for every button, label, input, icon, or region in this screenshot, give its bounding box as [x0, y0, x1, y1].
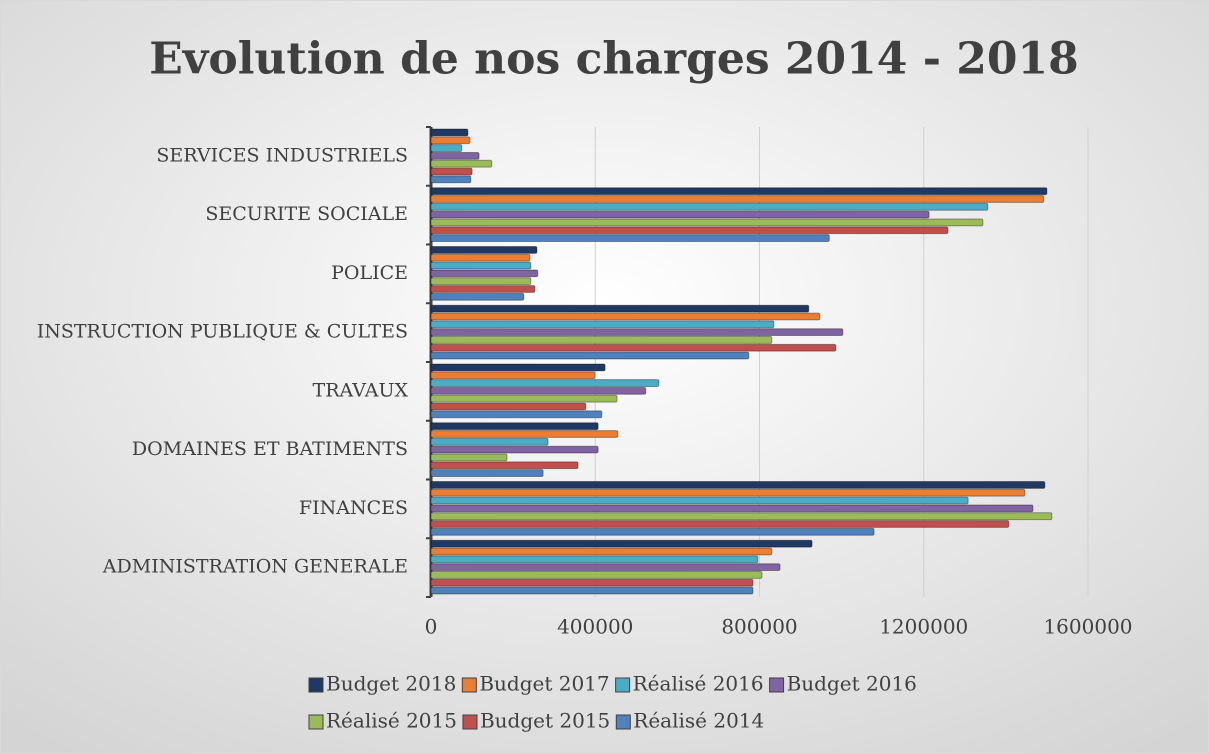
legend-label: Budget 2015 [480, 709, 610, 733]
bar [430, 371, 596, 380]
y-tick-label: SECURITE SOCIALE [205, 203, 408, 225]
y-tick-label: TRAVAUX [313, 379, 409, 401]
y-tick-label: DOMAINES ET BATIMENTS [132, 438, 408, 460]
bar [430, 351, 750, 360]
bar [430, 430, 619, 438]
bar [430, 422, 599, 431]
bar [430, 520, 1010, 528]
bar [430, 402, 587, 411]
bar [430, 285, 536, 293]
legend-swatch [615, 677, 631, 693]
bar [430, 253, 531, 262]
bar [430, 269, 539, 278]
legend-swatch [769, 677, 785, 693]
bar [430, 226, 949, 235]
bar [430, 386, 647, 395]
bar [430, 488, 1026, 497]
bar [430, 363, 606, 372]
bar [430, 379, 660, 387]
bar [430, 539, 813, 548]
legend-label: Réalisé 2015 [326, 709, 457, 733]
legend-swatch [462, 714, 478, 730]
bar [430, 218, 984, 227]
bar [430, 187, 1048, 196]
x-tick-label: 0 [425, 615, 438, 639]
bar [430, 167, 473, 176]
bar [430, 555, 759, 564]
bar [430, 394, 618, 403]
x-tick-label: 1200000 [879, 615, 968, 639]
bar [430, 277, 532, 286]
bar [430, 292, 525, 301]
legend-swatch [308, 714, 324, 730]
bar [430, 312, 821, 321]
legend-label: Réalisé 2016 [633, 672, 764, 696]
bar [430, 469, 544, 477]
bar [430, 578, 754, 587]
x-tick-label: 1600000 [1043, 615, 1132, 639]
bar [430, 136, 471, 145]
y-tick-label: FINANCES [299, 497, 408, 519]
bar [430, 571, 763, 579]
bar [430, 563, 781, 572]
bar [430, 453, 508, 462]
bar [430, 128, 469, 137]
bar [430, 320, 775, 329]
bar [430, 304, 810, 313]
bar [430, 328, 844, 337]
legend-label: Budget 2016 [787, 672, 917, 696]
bar [430, 410, 603, 419]
bar [430, 504, 1034, 513]
y-tick-label: SERVICES INDUSTRIELS [156, 144, 408, 166]
legend-swatch [461, 677, 477, 693]
bar [430, 481, 1046, 489]
bar [430, 586, 754, 595]
bar [430, 202, 989, 211]
bar [430, 461, 579, 470]
bar [430, 159, 493, 168]
legend-label: Budget 2018 [326, 672, 456, 696]
bar [430, 144, 463, 152]
y-tick-label: INSTRUCTION PUBLIQUE & CULTES [37, 321, 408, 343]
bar [430, 547, 773, 556]
bar [430, 343, 837, 352]
y-tick-label: POLICE [331, 262, 408, 284]
legend-swatch [308, 677, 324, 693]
bar [430, 527, 875, 536]
legend-swatch [615, 714, 631, 730]
bar [430, 512, 1053, 521]
x-tick-label: 400000 [557, 615, 633, 639]
chart-title: Evolution de nos charges 2014 - 2018 [149, 34, 1079, 85]
bar [430, 261, 532, 270]
bar [430, 151, 480, 160]
bar [430, 175, 472, 184]
bar [430, 336, 773, 344]
x-tick-label: 800000 [721, 615, 797, 639]
bar [430, 496, 969, 505]
bar [430, 195, 1045, 203]
bar [430, 437, 549, 446]
legend-label: Budget 2017 [479, 672, 609, 696]
bar [430, 234, 830, 243]
bar [430, 210, 930, 219]
legend-label: Réalisé 2014 [633, 709, 764, 733]
y-tick-label: ADMINISTRATION GENERALE [102, 556, 408, 578]
bar [430, 246, 538, 254]
bar [430, 445, 599, 454]
